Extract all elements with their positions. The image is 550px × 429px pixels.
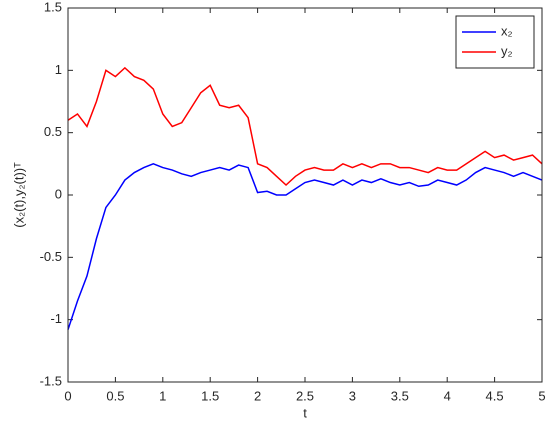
plot-frame: [67, 7, 543, 383]
y-tick-label: -1.5: [40, 373, 62, 388]
y-tick-label: 1: [55, 62, 62, 77]
x-tick-label: 4: [444, 388, 451, 403]
x-tick-label: 3.5: [391, 388, 409, 403]
x-tick-label: 1.5: [201, 388, 219, 403]
legend-label: y₂: [501, 43, 513, 58]
y-tick-label: 0.5: [44, 124, 62, 139]
x-axis-label: t: [303, 405, 307, 420]
x-tick-label: 0: [64, 388, 71, 403]
x-tick-label: 2.5: [296, 388, 314, 403]
legend-box: [455, 15, 535, 69]
x-tick-label: 2: [254, 388, 261, 403]
y-tick-label: 1.5: [44, 0, 62, 14]
data-line: [67, 163, 543, 330]
y-tick-label: 0: [55, 186, 62, 201]
y-tick-label: -1: [50, 311, 62, 326]
x-tick-label: 5: [538, 388, 545, 403]
y-axis-label: (x₂(t),y₂(t))ᵀ: [11, 162, 26, 228]
x-tick-label: 1: [159, 388, 166, 403]
legend-label: x₂: [501, 23, 513, 38]
data-line: [67, 66, 543, 187]
y-tick-label: -0.5: [40, 249, 62, 264]
x-tick-label: 3: [349, 388, 356, 403]
x-tick-label: 0.5: [106, 388, 124, 403]
x-tick-label: 4.5: [486, 388, 504, 403]
